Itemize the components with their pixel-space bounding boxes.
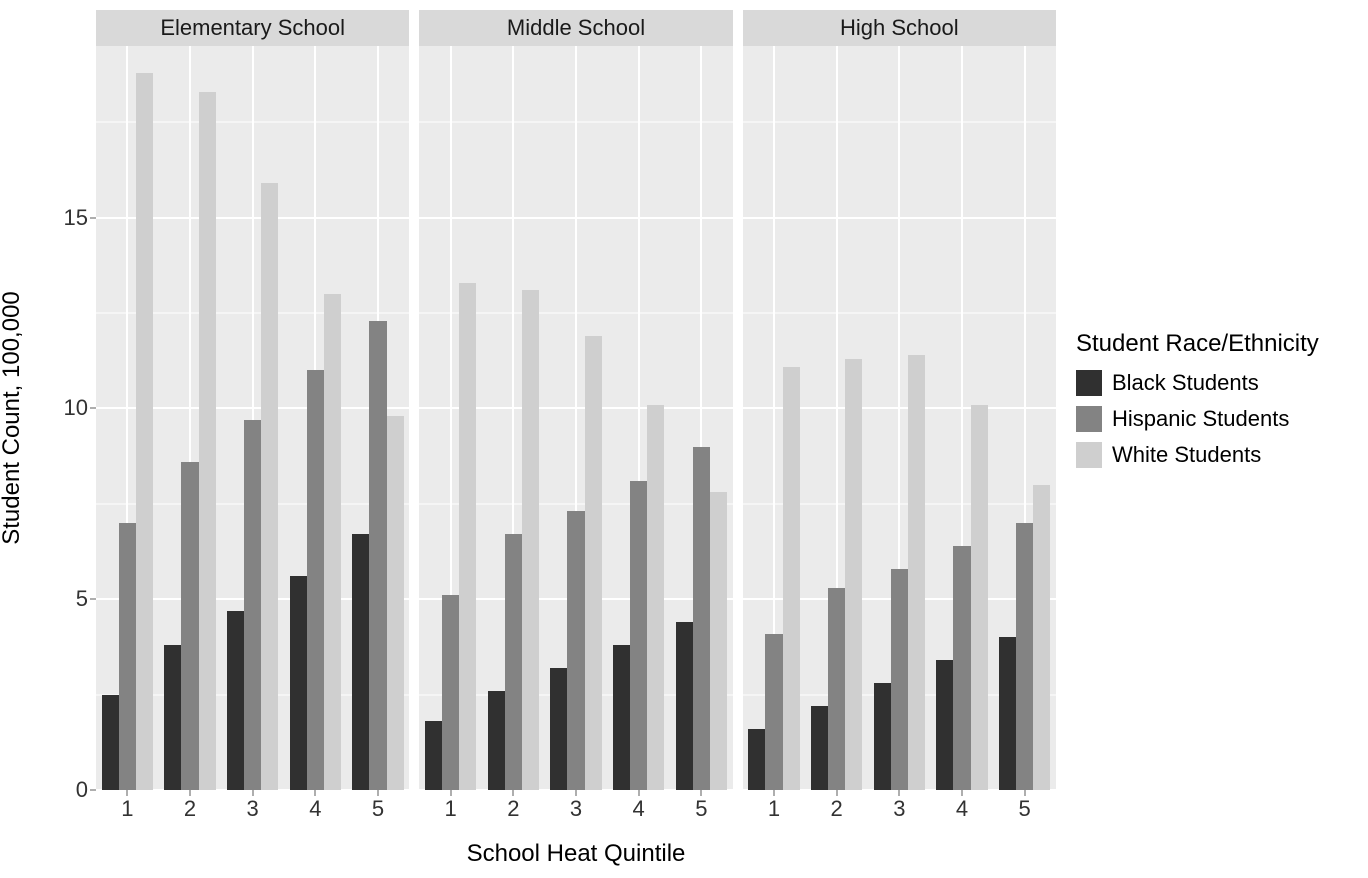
bar <box>136 73 153 790</box>
y-tick-label: 0 <box>76 777 88 803</box>
y-tick-label: 10 <box>64 395 88 421</box>
facet-plot-area <box>96 46 409 790</box>
x-tick-label: 2 <box>507 796 519 822</box>
bar <box>953 546 970 790</box>
y-tick-label: 5 <box>76 586 88 612</box>
bar <box>999 637 1016 790</box>
chart-container: Student Count, 100,000 School Heat Quint… <box>0 0 1368 878</box>
legend-key-swatch <box>1076 442 1102 468</box>
bar <box>874 683 891 790</box>
x-axis-title: School Heat Quintile <box>96 840 1056 868</box>
bar <box>387 416 404 790</box>
bar <box>290 576 307 790</box>
legend-item-label: Black Students <box>1112 370 1259 396</box>
bar <box>630 481 647 790</box>
legend-key-swatch <box>1076 406 1102 432</box>
bar <box>102 695 119 790</box>
x-tick-label: 1 <box>445 796 457 822</box>
bar <box>936 660 953 790</box>
bar <box>676 622 693 790</box>
bar <box>459 283 476 790</box>
bar <box>425 721 442 790</box>
bar <box>567 511 584 790</box>
facet-panels: Elementary School Middle School High Schoo… <box>96 10 1056 790</box>
bar <box>585 336 602 790</box>
legend: Student Race/Ethnicity Black Students His… <box>1076 330 1319 468</box>
y-axis-title: Student Count, 100,000 <box>0 291 26 545</box>
bar <box>693 447 710 790</box>
bar <box>613 645 630 790</box>
bar <box>845 359 862 790</box>
facet-plot-area <box>419 46 732 790</box>
bar <box>522 290 539 790</box>
x-tick-label: 2 <box>184 796 196 822</box>
x-tick-label: 4 <box>309 796 321 822</box>
x-tick-label: 5 <box>1019 796 1031 822</box>
bar <box>227 611 244 790</box>
facet-strip-label: Elementary School <box>96 10 409 46</box>
bar <box>119 523 136 790</box>
x-tick-label: 4 <box>633 796 645 822</box>
legend-key-swatch <box>1076 370 1102 396</box>
legend-item: White Students <box>1076 442 1319 468</box>
facet-strip-label: High School <box>743 10 1056 46</box>
bar <box>828 588 845 790</box>
bar <box>550 668 567 790</box>
bar <box>1016 523 1033 790</box>
facet-panel: Middle School <box>419 10 732 790</box>
x-tick-label: 4 <box>956 796 968 822</box>
bar <box>442 595 459 790</box>
legend-item-label: White Students <box>1112 442 1261 468</box>
x-tick-label: 5 <box>372 796 384 822</box>
x-tick-label: 5 <box>695 796 707 822</box>
bar <box>488 691 505 790</box>
x-tick-label: 3 <box>247 796 259 822</box>
bar <box>908 355 925 790</box>
bar <box>710 492 727 790</box>
x-tick-label: 3 <box>570 796 582 822</box>
bar <box>783 367 800 791</box>
bar <box>505 534 522 790</box>
y-tick-label: 15 <box>64 205 88 231</box>
bar <box>647 405 664 790</box>
x-tick-label: 1 <box>121 796 133 822</box>
legend-item: Hispanic Students <box>1076 406 1319 432</box>
x-tick-label: 2 <box>831 796 843 822</box>
bar <box>1033 485 1050 790</box>
facet-plot-area <box>743 46 1056 790</box>
x-tick-label: 1 <box>768 796 780 822</box>
bar <box>261 183 278 790</box>
bar <box>199 92 216 790</box>
bar <box>164 645 181 790</box>
bar <box>748 729 765 790</box>
bar <box>181 462 198 790</box>
legend-item-label: Hispanic Students <box>1112 406 1289 432</box>
facet-panel: High School <box>743 10 1056 790</box>
facet-strip-label: Middle School <box>419 10 732 46</box>
bar <box>811 706 828 790</box>
y-axis-ticks: 051015 <box>41 46 96 790</box>
bar <box>971 405 988 790</box>
bar <box>244 420 261 790</box>
bar <box>369 321 386 790</box>
facet-panel: Elementary School <box>96 10 409 790</box>
legend-item: Black Students <box>1076 370 1319 396</box>
bar <box>765 634 782 790</box>
bar <box>307 370 324 790</box>
bar <box>324 294 341 790</box>
bar <box>891 569 908 790</box>
legend-title: Student Race/Ethnicity <box>1076 330 1319 358</box>
legend-items: Black Students Hispanic Students White Stu… <box>1076 370 1319 468</box>
bar <box>352 534 369 790</box>
x-tick-label: 3 <box>893 796 905 822</box>
